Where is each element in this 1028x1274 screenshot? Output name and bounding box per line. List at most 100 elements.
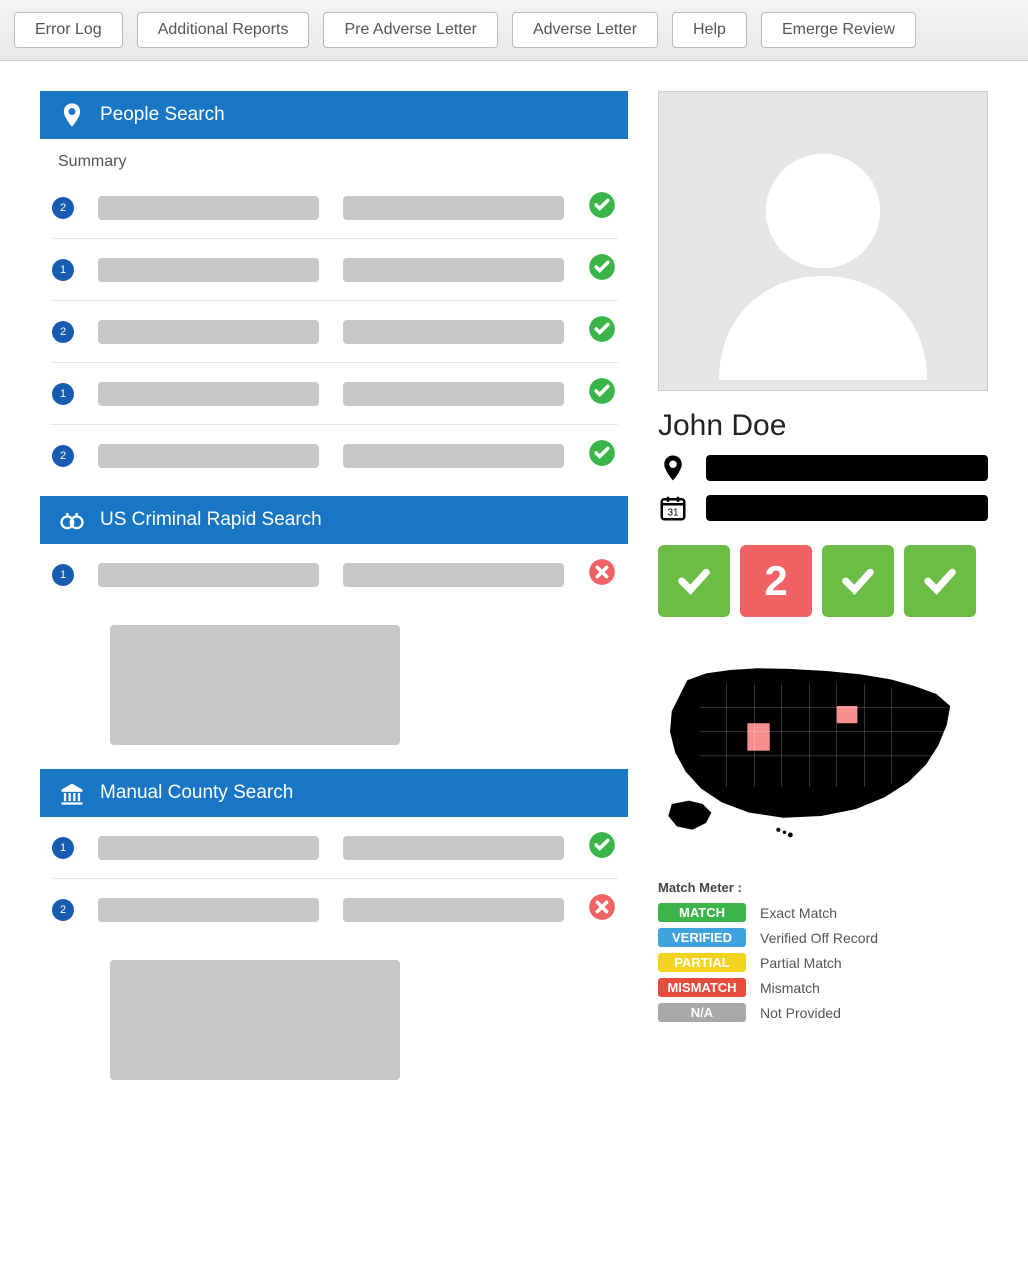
criminal-header: US Criminal Rapid Search <box>40 496 628 544</box>
check-icon <box>588 315 616 348</box>
row-badge: 2 <box>52 899 74 921</box>
people-search-title: People Search <box>100 104 225 126</box>
check-icon <box>588 253 616 286</box>
county-header: Manual County Search <box>40 769 628 817</box>
us-outline <box>670 668 950 818</box>
criminal-rows: 1 <box>40 544 628 605</box>
people-search-row[interactable]: 2 <box>50 301 618 363</box>
svg-text:31: 31 <box>667 508 679 519</box>
county-row[interactable]: 2 <box>50 879 618 940</box>
calendar-icon: 31 <box>658 493 688 523</box>
profile-name: John Doe <box>658 409 988 443</box>
row-placeholder <box>98 258 319 282</box>
row-placeholder <box>343 258 564 282</box>
hawaii <box>776 828 793 838</box>
match-meter-title: Match Meter : <box>658 880 988 895</box>
adverse-letter-button[interactable]: Adverse Letter <box>512 12 658 48</box>
match-meter-row: VERIFIED Verified Off Record <box>658 928 988 947</box>
row-placeholder <box>343 382 564 406</box>
county-title: Manual County Search <box>100 782 293 804</box>
county-rows: 12 <box>40 817 628 940</box>
row-placeholder <box>343 563 564 587</box>
people-search-row[interactable]: 1 <box>50 239 618 301</box>
left-column: People Search Summary 21212 US Criminal … <box>40 91 628 1104</box>
x-icon <box>588 558 616 591</box>
match-meter-badge: PARTIAL <box>658 953 746 972</box>
date-line: 31 <box>658 493 988 523</box>
address-line <box>658 453 988 483</box>
right-column: John Doe 31 2 <box>658 91 988 1104</box>
row-badge: 1 <box>52 837 74 859</box>
people-search-row[interactable]: 2 <box>50 177 618 239</box>
row-placeholder <box>343 836 564 860</box>
match-meter-badge: MATCH <box>658 903 746 922</box>
error-log-button[interactable]: Error Log <box>14 12 123 48</box>
date-redacted <box>706 495 988 521</box>
people-search-rows: 2 1 2 1 2 <box>40 177 628 486</box>
match-meter-badge: MISMATCH <box>658 978 746 997</box>
row-badge: 2 <box>52 321 74 343</box>
row-badge: 1 <box>52 564 74 586</box>
iowa-highlight <box>837 706 858 723</box>
row-placeholder <box>98 836 319 860</box>
county-detail-placeholder <box>110 960 400 1080</box>
row-placeholder <box>98 563 319 587</box>
match-meter-badge: VERIFIED <box>658 928 746 947</box>
criminal-detail-placeholder <box>110 625 400 745</box>
status-tile-check <box>658 545 730 617</box>
utah-highlight <box>747 723 769 751</box>
match-meter-desc: Not Provided <box>760 1005 841 1021</box>
match-meter-badge: N/A <box>658 1003 746 1022</box>
match-meter-desc: Partial Match <box>760 955 842 971</box>
match-meter-legend: MATCH Exact Match VERIFIED Verified Off Rec… <box>658 903 988 1022</box>
check-icon <box>588 377 616 410</box>
match-meter-row: PARTIAL Partial Match <box>658 953 988 972</box>
location-pin-icon <box>58 101 86 129</box>
match-meter-row: N/A Not Provided <box>658 1003 988 1022</box>
row-badge: 1 <box>52 259 74 281</box>
row-placeholder <box>98 898 319 922</box>
help-button[interactable]: Help <box>672 12 747 48</box>
people-search-header: People Search <box>40 91 628 139</box>
status-tile-check <box>822 545 894 617</box>
row-placeholder <box>343 320 564 344</box>
row-badge: 2 <box>52 445 74 467</box>
location-pin-icon <box>658 453 688 483</box>
check-icon <box>588 439 616 472</box>
avatar-placeholder <box>658 91 988 391</box>
people-search-row[interactable]: 1 <box>50 363 618 425</box>
row-placeholder <box>343 196 564 220</box>
emerge-review-button[interactable]: Emerge Review <box>761 12 916 48</box>
match-meter-desc: Verified Off Record <box>760 930 878 946</box>
check-icon <box>588 831 616 864</box>
criminal-row[interactable]: 1 <box>50 544 618 605</box>
match-meter-row: MATCH Exact Match <box>658 903 988 922</box>
row-placeholder <box>98 196 319 220</box>
status-tiles: 2 <box>658 545 988 617</box>
handcuffs-icon <box>58 506 86 534</box>
additional-reports-button[interactable]: Additional Reports <box>137 12 310 48</box>
check-icon <box>588 191 616 224</box>
county-row[interactable]: 1 <box>50 817 618 879</box>
row-placeholder <box>98 382 319 406</box>
criminal-title: US Criminal Rapid Search <box>100 509 322 531</box>
row-badge: 1 <box>52 383 74 405</box>
match-meter-desc: Mismatch <box>760 980 820 996</box>
match-meter-row: MISMATCH Mismatch <box>658 978 988 997</box>
x-icon <box>588 893 616 926</box>
row-badge: 2 <box>52 197 74 219</box>
people-search-row[interactable]: 2 <box>50 425 618 486</box>
courthouse-icon <box>58 779 86 807</box>
alaska <box>668 801 711 830</box>
status-tile-check <box>904 545 976 617</box>
address-redacted <box>706 455 988 481</box>
row-placeholder <box>98 444 319 468</box>
pre-adverse-letter-button[interactable]: Pre Adverse Letter <box>323 12 498 48</box>
row-placeholder <box>343 898 564 922</box>
top-toolbar: Error Log Additional Reports Pre Adverse… <box>0 0 1028 61</box>
row-placeholder <box>98 320 319 344</box>
status-tile-count: 2 <box>740 545 812 617</box>
summary-label: Summary <box>40 139 628 177</box>
us-map <box>658 639 988 850</box>
match-meter-desc: Exact Match <box>760 905 837 921</box>
